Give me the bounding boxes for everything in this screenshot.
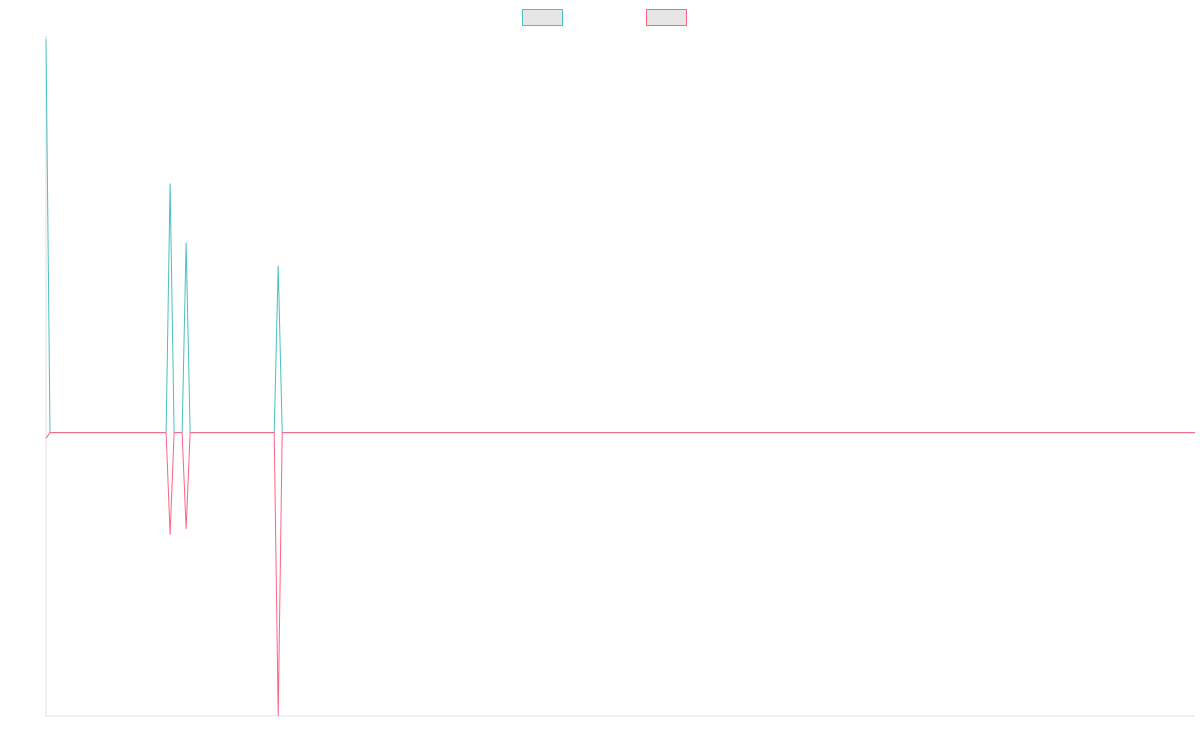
series-lines	[45, 38, 1195, 717]
legend[interactable]	[522, 9, 687, 26]
axes	[45, 36, 1195, 717]
legend-swatch-2[interactable]	[646, 9, 687, 26]
legend-swatch-1[interactable]	[522, 9, 563, 26]
series-line-1	[45, 38, 1195, 434]
series-line-2	[45, 432, 1195, 717]
